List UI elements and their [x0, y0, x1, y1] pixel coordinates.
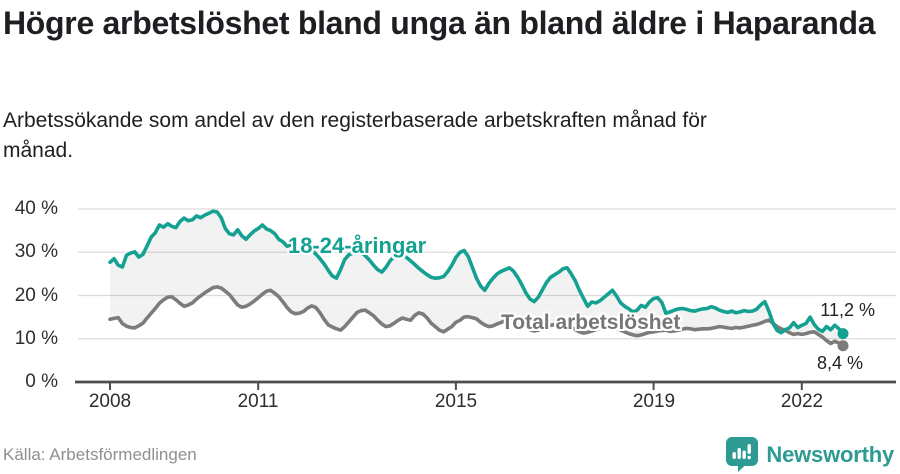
x-tick-label-2015: 2015	[434, 391, 478, 412]
series-line-total	[108, 285, 845, 348]
page-subtitle: Arbetssökande som andel av den registerb…	[3, 109, 707, 162]
y-tick-label-10: 10 %	[14, 328, 58, 349]
page-title: Högre arbetslöshet bland unga än bland ä…	[3, 5, 876, 41]
source-note: Källa: Arbetsförmedlingen	[3, 445, 197, 464]
newsworthy-logo-text: Newsworthy	[766, 441, 894, 467]
series-label-youth: 18-24-åringar	[288, 233, 427, 258]
newsworthy-logo: Newsworthy	[726, 437, 894, 472]
x-tick-label-2019: 2019	[632, 391, 676, 412]
series-end-dot-total	[837, 340, 849, 352]
end-value-total: 8,4 %	[816, 353, 863, 373]
series-line-youth	[108, 209, 845, 336]
end-value-youth: 11,2 %	[820, 300, 875, 320]
series-end-dot-youth	[837, 328, 849, 340]
y-tick-label-20: 20 %	[14, 285, 58, 306]
x-tick-label-2011: 2011	[237, 391, 279, 412]
series-label-total: Total arbetslöshet	[501, 311, 681, 334]
y-tick-label-40: 40 %	[14, 198, 58, 219]
x-tick-label-2022: 2022	[780, 391, 824, 412]
x-tick-label-2008: 2008	[88, 391, 132, 412]
y-tick-label-30: 30 %	[14, 241, 58, 262]
newsworthy-logo-icon	[726, 437, 759, 472]
y-tick-label-0: 0 %	[25, 371, 58, 392]
